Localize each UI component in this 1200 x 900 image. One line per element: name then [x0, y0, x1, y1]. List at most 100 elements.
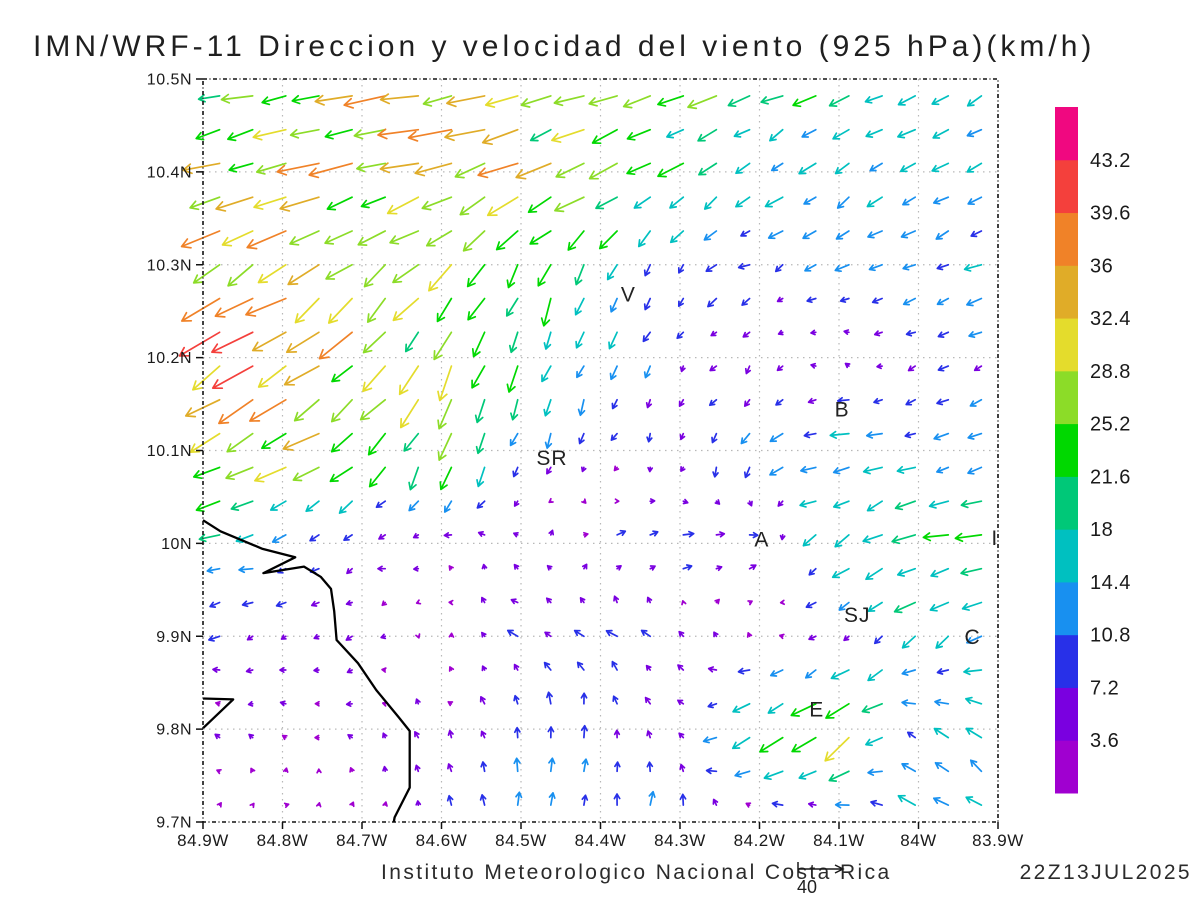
wind-vector: [275, 601, 287, 608]
wind-vector: [208, 635, 221, 642]
x-tick-label: 84.7W: [336, 831, 388, 850]
colorbar-cell: [1055, 265, 1078, 319]
wind-vector: [608, 331, 618, 350]
colorbar-cell: [1055, 740, 1078, 794]
wind-vector: [905, 398, 917, 406]
wind-vector: [327, 297, 353, 324]
wind-vector: [180, 230, 221, 249]
wind-vector: [866, 196, 883, 208]
wind-vector: [285, 331, 320, 354]
wind-vector: [289, 128, 320, 139]
wind-vector: [548, 792, 556, 806]
wind-vector: [437, 398, 453, 430]
wind-vector: [897, 794, 917, 806]
wind-vector: [314, 700, 320, 707]
wind-vector: [904, 431, 917, 439]
wind-vector: [828, 95, 850, 107]
wind-vector: [713, 631, 719, 638]
wind-vector: [581, 563, 588, 570]
wind-vector: [215, 196, 254, 212]
wind-vector: [776, 365, 784, 372]
wind-vector: [937, 331, 950, 338]
colorbar-tick-label: 36: [1090, 255, 1113, 277]
colorbar-tick-label: 18: [1090, 519, 1113, 541]
wind-vector: [703, 230, 718, 241]
wind-vector: [192, 466, 221, 480]
x-tick-label: 84.3W: [654, 831, 706, 850]
x-tick-label: 84.2W: [734, 831, 786, 850]
wind-vector: [386, 196, 420, 215]
wind-vector: [413, 565, 420, 572]
wind-vector: [241, 600, 254, 608]
wind-vector: [381, 667, 387, 673]
wind-vector: [862, 466, 883, 475]
wind-vector: [261, 432, 287, 450]
wind-vector: [404, 331, 420, 353]
wind-vector: [645, 398, 653, 409]
wind-vector: [824, 736, 850, 762]
wind-vector: [579, 597, 586, 604]
wind-vector: [968, 331, 983, 339]
wind-vector: [740, 432, 751, 445]
wind-vector: [515, 162, 552, 180]
wind-vector: [800, 465, 817, 474]
colorbar: 3.6 7.2 10.8 14.4 18 21.6 25.2 28.8 32.4 36 39.6 43…: [1055, 107, 1130, 794]
wind-vector: [214, 733, 221, 740]
wind-vector: [330, 398, 353, 423]
wind-vector: [715, 565, 723, 572]
wind-vector: [901, 763, 917, 773]
wind-vector: [966, 128, 983, 138]
wind-vector: [588, 162, 618, 180]
wind-vector: [609, 297, 618, 313]
x-tick-label: 83.9W: [972, 831, 1024, 850]
plot-area: 84.9W 84.8W 84.7W 84.6W 84.5W 84.4W 84.3W 84.2W…: [147, 72, 1131, 851]
wind-vector: [553, 95, 585, 107]
wind-vector: [282, 767, 289, 773]
wind-vector: [969, 398, 983, 407]
wind-vector: [573, 629, 585, 638]
wind-vector: [682, 498, 689, 505]
wind-vector: [708, 398, 718, 407]
wind-vector: [279, 666, 287, 674]
colorbar-cell: [1055, 370, 1078, 425]
wind-vector: [346, 667, 353, 674]
wind-vector: [876, 363, 883, 370]
wind-vector: [828, 770, 850, 782]
wind-vector: [375, 500, 387, 509]
wind-vector: [609, 365, 618, 381]
wind-vector: [867, 601, 883, 613]
wind-vector: [633, 196, 652, 209]
wind-vector: [324, 128, 353, 140]
wind-vector: [182, 162, 221, 175]
wind-vector: [546, 466, 552, 475]
wind-vector: [544, 631, 552, 638]
colorbar-cell: [1055, 634, 1078, 688]
wind-vector: [211, 331, 254, 354]
wind-vector: [844, 362, 851, 369]
wind-vector: [802, 230, 817, 240]
wind-vector: [476, 466, 486, 488]
y-tick-label: 9.8N: [156, 722, 192, 739]
wind-vector: [292, 466, 320, 482]
wind-vector: [779, 599, 786, 606]
wind-vector: [969, 759, 983, 773]
wind-vector: [359, 398, 387, 421]
wind-vector: [480, 761, 487, 773]
wind-vector: [804, 669, 817, 679]
wind-vector: [349, 767, 355, 773]
wind-vector: [349, 801, 355, 808]
wind-vector: [966, 297, 983, 307]
wind-vector: [764, 196, 784, 208]
wind-vector: [574, 297, 585, 316]
wind-vector: [282, 432, 320, 451]
wind-vector: [481, 563, 488, 570]
colorbar-cell: [1055, 581, 1078, 636]
wind-vector: [905, 330, 917, 337]
wind-vector: [610, 432, 618, 441]
wind-vector: [802, 534, 817, 547]
wind-vector: [707, 666, 718, 673]
wind-vector: [481, 128, 519, 146]
wind-vector: [612, 695, 619, 705]
wind-vector: [906, 731, 917, 739]
wind-vector: [737, 667, 751, 675]
